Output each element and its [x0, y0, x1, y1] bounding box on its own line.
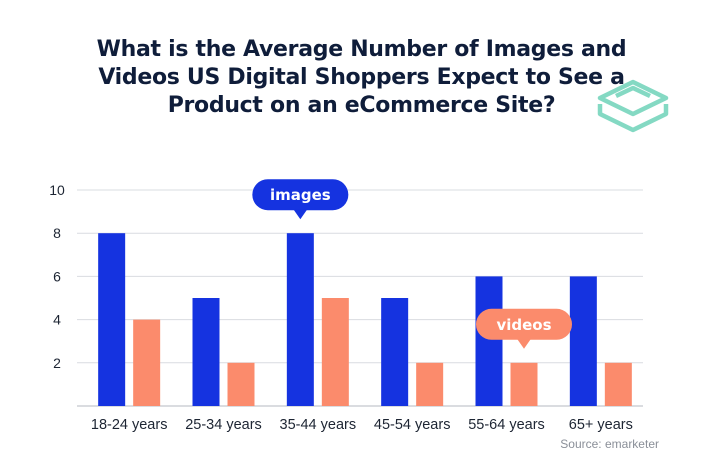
- callout-label: videos: [496, 316, 551, 334]
- x-tick-label: 55-64 years: [468, 417, 545, 433]
- x-tick-label: 65+ years: [569, 417, 633, 433]
- y-tick-label: 8: [53, 225, 61, 241]
- bar-videos-5: [604, 362, 632, 406]
- chart-title: What is the Average Number of Images and…: [96, 37, 627, 118]
- x-tick-label: 25-34 years: [185, 417, 262, 433]
- bar-images-1: [192, 298, 220, 406]
- y-tick-label: 4: [53, 312, 61, 328]
- bar-videos-1: [227, 362, 255, 406]
- callout-images: images: [252, 179, 349, 220]
- y-tick-label: 2: [53, 355, 61, 371]
- callout-videos: videos: [476, 308, 572, 349]
- bar-videos-3: [416, 362, 444, 406]
- x-tick-label: 18-24 years: [91, 417, 168, 433]
- bar-videos-0: [133, 319, 161, 406]
- bar-images-0: [98, 233, 126, 406]
- bar-images-3: [381, 298, 409, 406]
- x-tick-label: 45-54 years: [374, 417, 451, 433]
- y-tick-label: 6: [53, 268, 61, 284]
- bar-images-4: [475, 276, 503, 406]
- bar-videos-2: [321, 298, 349, 406]
- bar-images-2: [286, 233, 314, 406]
- x-tick-label: 35-44 years: [280, 417, 357, 433]
- source-note: Source: emarketer: [560, 437, 659, 451]
- callout-label: images: [270, 186, 331, 204]
- stacked-layers-logo-icon: [597, 79, 669, 133]
- y-tick-label: 10: [49, 182, 65, 198]
- bar-images-5: [569, 276, 597, 406]
- bar-videos-4: [510, 362, 538, 406]
